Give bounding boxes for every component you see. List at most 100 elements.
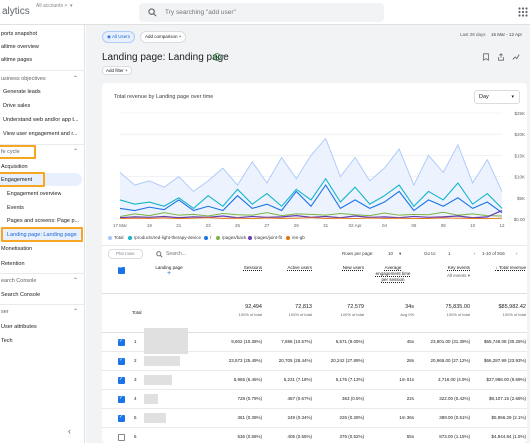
redacted-landing-page[interactable] [144,328,188,354]
apps-grid-icon[interactable] [518,7,528,17]
sidebar-section-life-cycle[interactable]: fe cycle [1,149,20,155]
sidebar-item-events[interactable]: Events [7,205,24,211]
search-input[interactable] [165,6,375,19]
total-area [120,138,502,219]
share-icon[interactable] [497,53,505,61]
redacted-landing-page[interactable] [144,375,172,385]
legend-item[interactable]: /products/red-light-therapy-device [128,235,201,240]
next-page-icon[interactable]: › [516,251,518,256]
sidebar-section-user[interactable]: ser [1,309,9,315]
header-total-revenue[interactable]: ↓ Total revenue [470,265,526,271]
chevron-down-icon[interactable]: ▾ [223,54,227,60]
redacted-landing-page[interactable] [144,413,166,423]
redacted-landing-page[interactable] [144,394,158,404]
sidebar-section-business-objectives[interactable]: usiness objectives [1,76,46,82]
table-row[interactable]: ✓ 1 9,602 (10.38%) 7,696 (10.57%) 6,571 (9.0… [102,328,527,354]
cell-active-users: 7,696 (10.57%) [281,339,312,344]
row-checkbox[interactable]: ✓ [118,395,125,403]
sidebar-item-drive-sales[interactable]: Drive sales [3,103,31,109]
row-checkbox[interactable]: ✓ [118,357,125,365]
sidebar-section-search-console[interactable]: earch Console [1,278,37,284]
chevron-down-icon[interactable]: ▾ [70,3,73,9]
goto-label: Go to: [424,251,437,256]
row-index: 3 [134,377,137,382]
chevron-up-icon[interactable]: ⌃ [73,309,79,315]
sidebar-item-reports-snapshot[interactable]: ports snapshot [1,31,38,37]
all-users-chip[interactable]: ◉ All Users [102,31,135,43]
row-index: 6 [134,434,137,439]
sidebar-item-realtime-pages[interactable]: altime pages [1,57,33,63]
bookmark-icon[interactable] [482,53,490,61]
plot-rows-button[interactable]: Plot rows [108,249,143,259]
sidebar-item-understand-traffic[interactable]: Understand web and/or app t... [3,117,79,123]
row-index: 4 [134,396,137,401]
collapse-sidebar-icon[interactable]: ‹ [68,426,71,436]
table-row[interactable]: 6 536 (0.58%) 405 (0.55%) 376 (0.52%) 55s 873… [102,429,527,443]
cell-engagement: 28s [406,358,414,363]
table-row[interactable]: ✓ 3 5,965 (6.45%) 5,231 (7.18%) 5,176 (7.13%… [102,372,527,390]
add-comparison-button[interactable]: Add comparison + [140,31,187,43]
sidebar-item-tech[interactable]: Tech [1,338,13,344]
legend-item[interactable]: / [204,235,211,240]
sidebar-item-acquisition[interactable]: Acquisition [1,164,28,170]
totals-sessions-sub: 100% of total [238,312,262,317]
row-checkbox[interactable] [118,434,125,441]
legend-item[interactable]: /pages/joint-fit [248,235,282,240]
chevron-up-icon[interactable]: ⌃ [73,149,79,155]
header-sessions[interactable]: Sessions [243,265,262,270]
add-dimension-icon[interactable]: + [166,270,172,277]
insights-icon[interactable] [512,53,520,61]
date-range-picker[interactable]: 15 Mar - 12 Apr [491,32,523,37]
search-bar[interactable] [139,3,384,22]
goto-input[interactable]: 1 [448,251,451,256]
legend-item[interactable]: /en-gb [286,235,305,240]
totals-active-users-sub: 100% of total [288,312,312,317]
header-landing-page[interactable]: Landing page + [154,265,184,277]
sidebar-item-search-console[interactable]: Search Console [1,292,41,298]
cell-revenue: $27,988.00 (9.69%) [486,377,526,382]
table-row[interactable]: ✓ 5 361 (0.39%) 249 (0.34%) 226 (0.28%) 1m 36… [102,410,527,428]
sidebar-item-realtime-overview[interactable]: altime overview [1,44,39,50]
header-engagement[interactable]: Average engagement time per session [375,265,411,282]
interval-select[interactable]: Day ▾ [474,90,520,104]
row-checkbox[interactable]: ✓ [118,376,125,384]
sidebar-item-monetisation[interactable]: Monetisation [1,246,33,252]
chevron-up-icon[interactable]: ⌃ [73,76,79,82]
prev-page-icon[interactable]: ‹ [474,251,476,256]
redacted-landing-page[interactable] [144,356,180,366]
y-tick-label: $25K [514,111,525,116]
sidebar-item-retention[interactable]: Retention [1,261,25,267]
row-checkbox[interactable]: ✓ [118,414,125,422]
table-toolbar: Plot rows Rows per page: 10 ▾ Go to: 1 ‹… [102,245,527,261]
page-title: Landing page: Landing page [102,52,229,63]
add-filter-button[interactable]: Add filter + [102,66,132,75]
header-new-users[interactable]: New users [342,265,364,270]
sidebar-item-generate-leads[interactable]: Generate leads [3,89,41,95]
header-key-events[interactable]: Key events [447,265,470,270]
sidebar-item-user-attributes[interactable]: User attributes [1,324,37,330]
table-search-input[interactable] [166,249,286,259]
check-icon: ✓ [119,376,124,382]
chevron-up-icon[interactable]: ⌃ [73,278,79,284]
header-active-users[interactable]: Active users [287,265,312,270]
table-row[interactable]: ✓ 4 728 (0.79%) 487 (0.67%) 363 (0.5%) 22s 322… [102,391,527,409]
sidebar-item-view-user-engagement[interactable]: View user engagement and r... [3,131,78,137]
totals-new-users-sub: 100% of total [340,312,364,317]
x-tick-label: 19 [147,223,153,228]
sidebar-item-engagement[interactable]: Engagement [1,177,33,183]
rows-per-page-select[interactable]: 10 [388,251,394,256]
active-background [0,173,82,186]
row-checkbox[interactable]: ✓ [118,338,125,346]
legend-item[interactable]: /pages/back [216,235,246,240]
account-breadcrumb[interactable]: All accounts > [36,3,68,9]
sidebar-item-engagement-overview[interactable]: Engagement overview [7,191,62,197]
sidebar-item-landing-page[interactable]: Landing page: Landing page [7,232,77,238]
select-all-checkbox[interactable]: – [118,265,125,274]
chevron-down-icon[interactable]: ▾ [399,251,402,256]
sidebar-item-pages-and-screens[interactable]: Pages and screens: Page p... [7,218,80,224]
key-events-filter[interactable]: All events ▾ [446,273,470,278]
check-circle-icon [213,53,221,61]
x-tick-label: 08 [441,223,447,228]
legend-item[interactable]: Total [108,235,124,240]
table-row[interactable]: ✓ 2 23,573 (25.49%) 20,705 (28.44%) 20,242 (… [102,353,527,371]
